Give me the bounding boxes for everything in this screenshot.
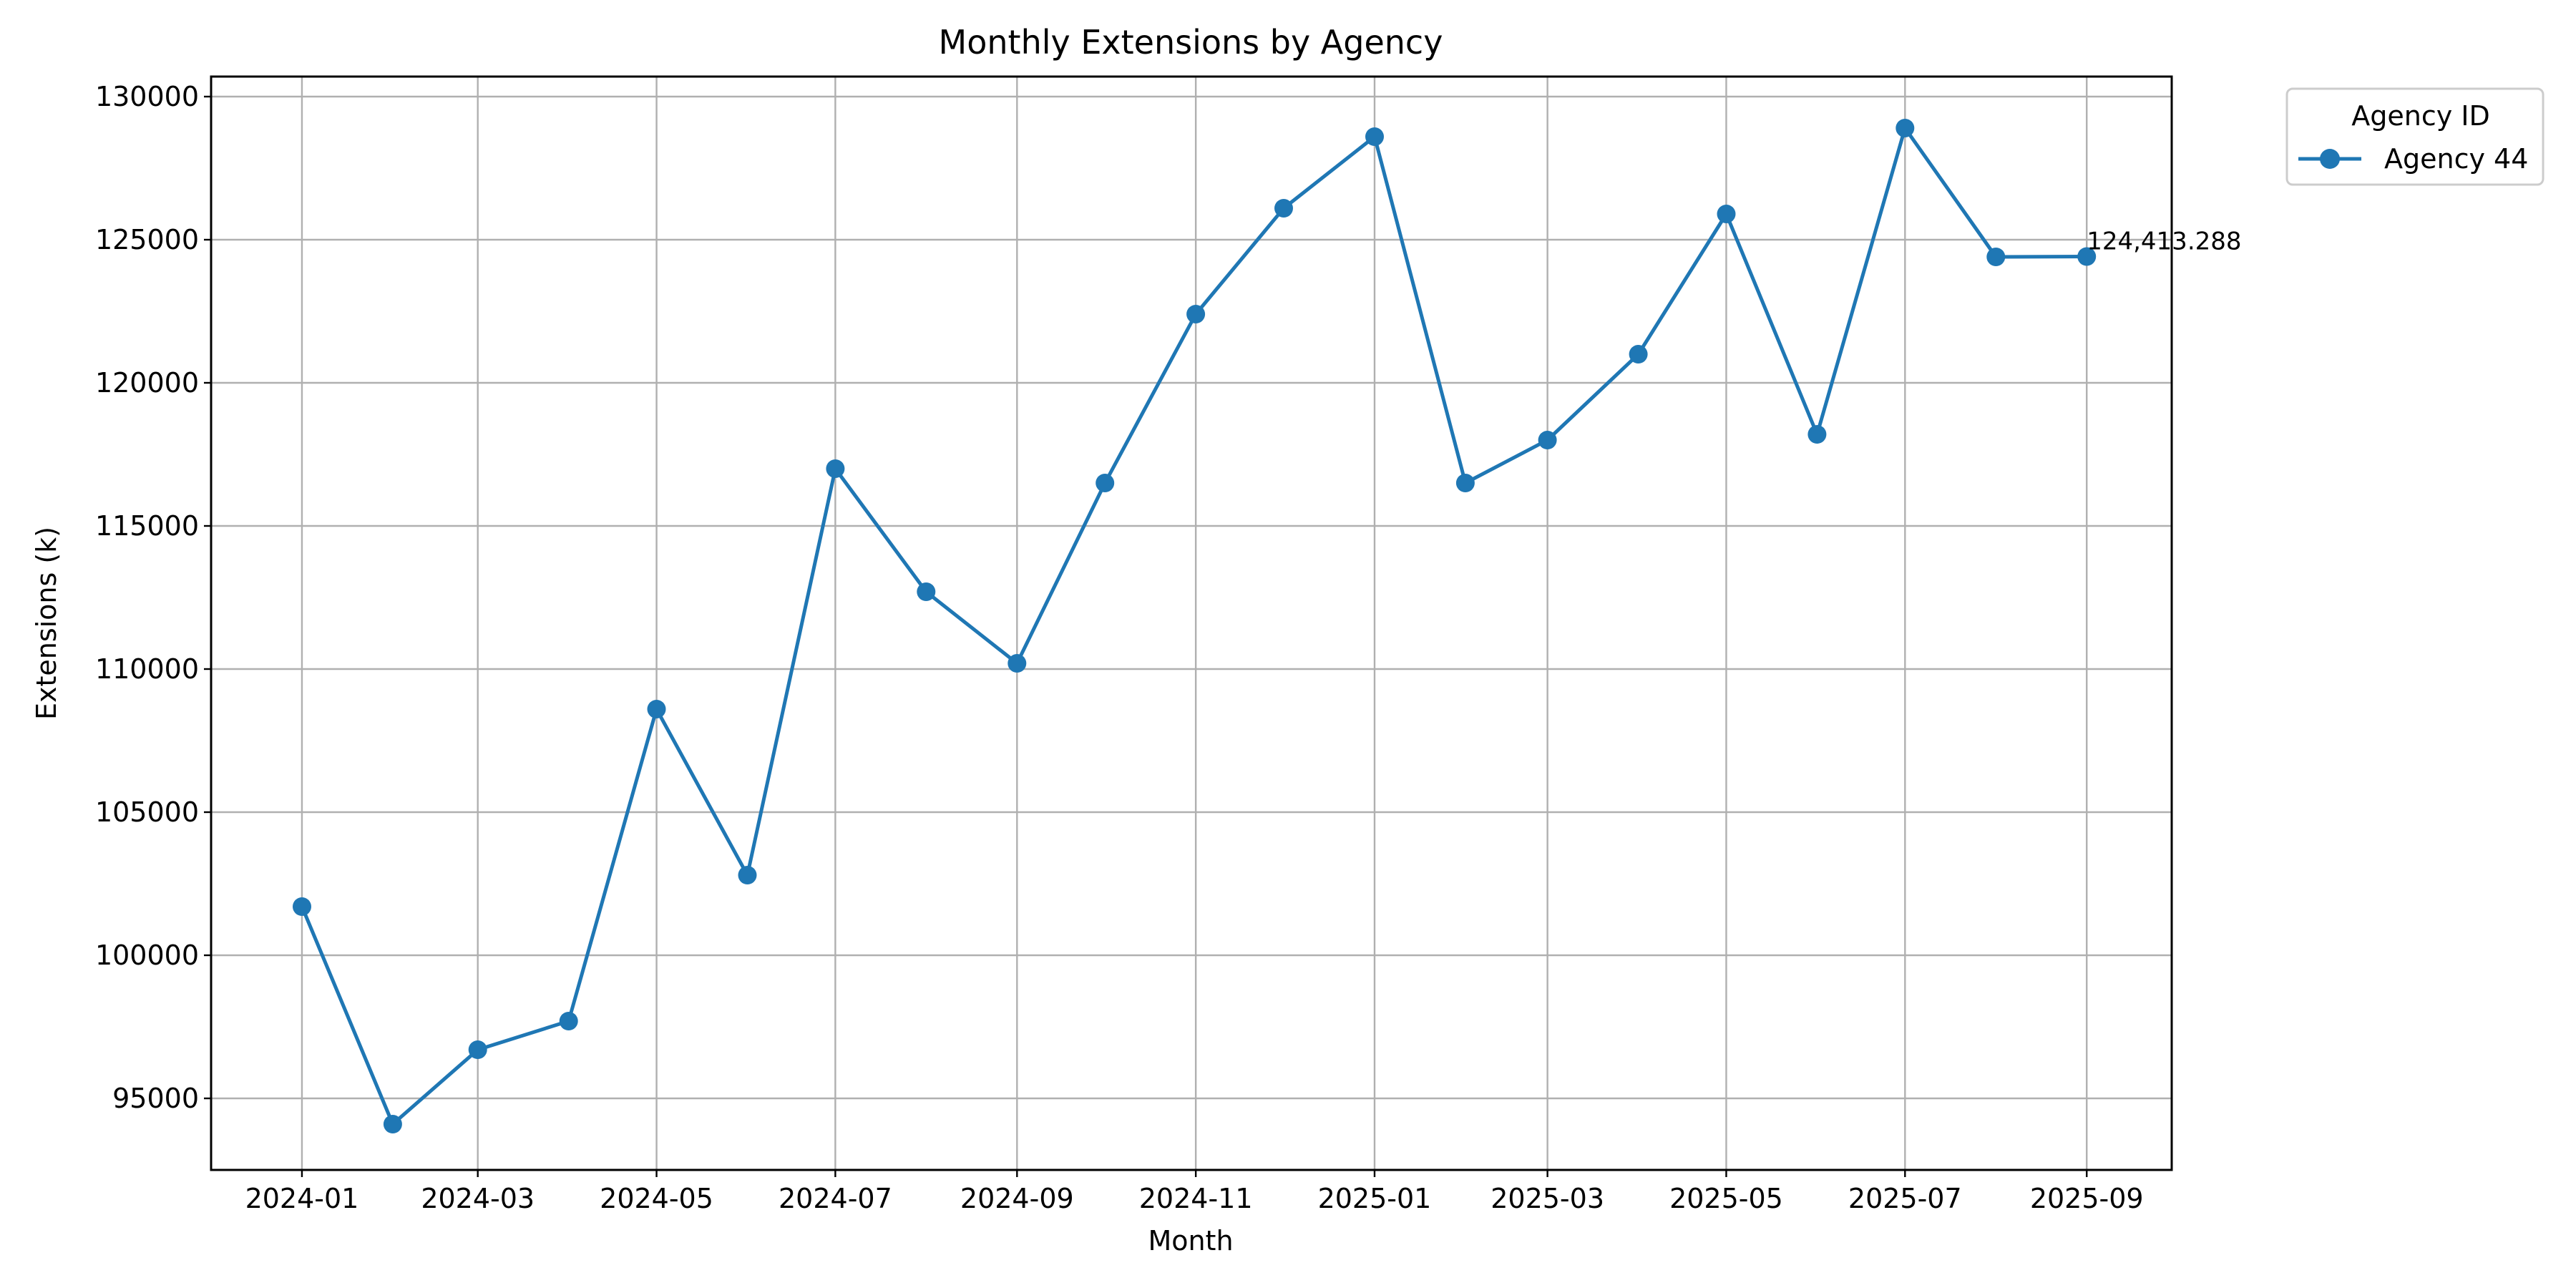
x-tick-label: 2025-03 [1491,1183,1604,1214]
data-point [1538,431,1557,449]
x-axis-ticks: 2024-01 2024-03 2024-05 2024-07 2024-09 2024-… [245,1170,2144,1214]
y-tick-label: 110000 [95,653,199,685]
data-point [1096,474,1115,492]
legend-marker-icon [2320,149,2340,169]
data-point [293,897,311,916]
legend-entry-label: Agency 44 [2384,143,2528,175]
x-tick-label: 2025-07 [1848,1183,1962,1214]
data-point [468,1040,487,1059]
chart-title: Monthly Extensions by Agency [939,23,1443,62]
data-point [917,582,936,601]
data-point [559,1012,578,1030]
data-point [1455,474,1475,492]
data-point [1365,127,1384,146]
x-tick-label: 2025-09 [2030,1183,2144,1214]
y-axis-ticks: 95000 100000 105000 110000 115000 120000 12500… [95,81,211,1114]
x-tick-label: 2024-05 [600,1183,713,1214]
y-tick-label: 95000 [112,1083,199,1114]
grid-lines [211,77,2172,1170]
y-tick-label: 125000 [95,224,199,255]
data-point [1896,119,1915,137]
legend: Agency ID Agency 44 [2285,87,2545,186]
data-point [1807,425,1827,444]
y-tick-label: 105000 [95,796,199,828]
y-tick-label: 130000 [95,81,199,112]
data-point [1629,345,1648,364]
y-tick-label: 115000 [95,510,199,542]
data-label: 124,413.288 [2087,227,2241,255]
data-point [1274,199,1293,218]
x-tick-label: 2025-05 [1669,1183,1783,1214]
y-axis-label: Extensions (k) [31,527,62,720]
data-point [1986,248,2006,266]
data-point [647,700,666,718]
data-point [1008,654,1027,673]
data-point [1186,305,1206,323]
series-layer: 124,413.288 [293,119,2242,1133]
legend-title: Agency ID [2351,100,2490,132]
x-tick-label: 2024-09 [960,1183,1074,1214]
x-tick-label: 2024-07 [779,1183,892,1214]
x-tick-label: 2024-11 [1139,1183,1253,1214]
data-point [383,1115,402,1133]
plot-area-frame [210,75,2173,1171]
x-tick-label: 2024-03 [421,1183,535,1214]
y-tick-label: 120000 [95,367,199,399]
data-point [738,866,757,884]
series-line [300,126,2087,1126]
x-tick-label: 2024-01 [245,1183,359,1214]
y-tick-label: 100000 [95,940,199,971]
x-axis-label: Month [1148,1225,1233,1257]
x-tick-label: 2025-01 [1318,1183,1432,1214]
data-point [826,459,845,478]
data-point [1717,205,1736,223]
data-point [2077,247,2097,266]
